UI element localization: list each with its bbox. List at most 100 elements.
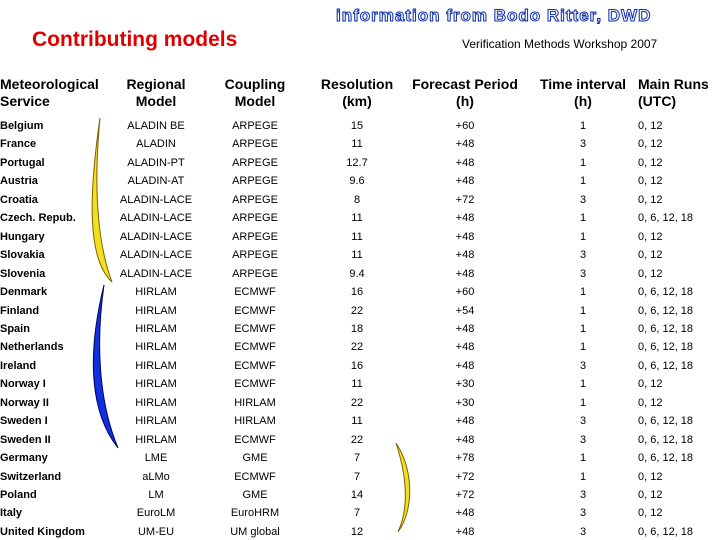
cell: Finland: [0, 304, 40, 317]
cell: GME: [242, 452, 268, 465]
cell: 0, 12: [638, 489, 663, 501]
cell: +30: [455, 378, 475, 391]
column-header: Regional: [126, 76, 186, 92]
cell: HIRLAM: [135, 433, 177, 446]
cell: 0, 12: [638, 267, 663, 280]
cell: 8: [353, 193, 361, 206]
cell: Belgium: [0, 120, 44, 132]
cell: Germany: [0, 452, 48, 465]
cell: +48: [455, 322, 475, 335]
cell: 3: [579, 489, 587, 501]
cell: 1: [579, 452, 587, 465]
cell: 1: [579, 156, 587, 169]
cell: ARPEGE: [232, 212, 278, 225]
cell: HIRLAM: [135, 396, 177, 409]
cell: HIRLAM: [234, 415, 276, 428]
cell: +48: [455, 359, 475, 372]
cell: Slovenia: [0, 267, 46, 280]
cell: 11: [351, 378, 363, 391]
cell: +48: [455, 267, 475, 280]
cell: ARPEGE: [232, 156, 278, 169]
cell: ECMWF: [234, 433, 276, 446]
cell: Czech. Repub.: [0, 212, 76, 225]
cell: Portugal: [0, 156, 45, 169]
cell: 3: [579, 138, 587, 151]
cell: Switzerland: [0, 470, 62, 483]
cell: +72: [455, 193, 475, 206]
cell: 1: [579, 212, 587, 225]
cell: +48: [455, 433, 475, 446]
banner: information from Bodo Ritter, DWD: [335, 6, 652, 26]
cell: 11: [351, 249, 363, 262]
cell: +60: [455, 286, 475, 299]
cell: ECMWF: [234, 322, 276, 335]
cell: 0, 12: [638, 193, 663, 206]
cell: 3: [579, 359, 587, 372]
cell: ARPEGE: [232, 230, 278, 243]
cell: 0, 12: [638, 396, 663, 409]
cell: Spain: [0, 322, 30, 335]
cell: 14: [350, 489, 364, 501]
cell: ECMWF: [234, 304, 276, 317]
cell: ALADIN-LACE: [119, 249, 193, 262]
subtitle: Verification Methods Workshop 2007: [462, 37, 658, 51]
column-header: Model: [135, 93, 177, 109]
aladin-brace: [91, 117, 113, 283]
cell: +48: [455, 156, 475, 169]
cell: Slovakia: [0, 249, 45, 262]
cell: 0, 6, 12, 18: [638, 341, 694, 354]
cell: 3: [579, 267, 587, 280]
cell: 0, 12: [638, 120, 663, 132]
cell: aLMo: [142, 470, 170, 483]
cell: 18: [350, 322, 364, 335]
cell: 3: [579, 249, 587, 262]
cell: ALADIN-LACE: [119, 212, 193, 225]
cell: 0, 12: [638, 138, 663, 151]
column-header: Meteorological: [0, 76, 99, 92]
cell: +72: [455, 470, 475, 483]
cell: +54: [455, 304, 475, 317]
cell: +48: [455, 525, 475, 538]
cell: ECMWF: [234, 378, 276, 391]
column-header: Model: [234, 93, 276, 109]
cell: UM-EU: [137, 525, 175, 538]
cell: ARPEGE: [232, 138, 278, 151]
cell: GME: [242, 489, 268, 501]
cell: 1: [579, 396, 587, 409]
column-header: Service: [0, 93, 50, 109]
cell: 0, 6, 12, 18: [638, 304, 694, 317]
cell: ECMWF: [234, 286, 276, 299]
column-header: Forecast Period: [412, 76, 518, 92]
cell: HIRLAM: [234, 396, 276, 409]
cell: 11: [351, 138, 363, 151]
cell: 0, 6, 12, 18: [638, 415, 694, 428]
cell: ARPEGE: [232, 175, 278, 188]
cell: HIRLAM: [135, 286, 177, 299]
cell: ARPEGE: [232, 249, 278, 262]
cell: 7: [353, 452, 361, 465]
cell: Hungary: [0, 230, 45, 243]
cell: LME: [144, 452, 168, 465]
title: Contributing models: [32, 28, 238, 51]
cell: 3: [579, 415, 587, 428]
cell: 0, 6, 12, 18: [638, 359, 694, 372]
cell: +48: [455, 212, 475, 225]
cell: Sweden II: [0, 433, 51, 446]
cell: 22: [350, 341, 364, 354]
cell: 1: [579, 322, 587, 335]
cell: HIRLAM: [135, 359, 177, 372]
cell: 0, 6, 12, 18: [638, 452, 694, 465]
cell: 1: [579, 378, 587, 391]
cell: ECMWF: [234, 359, 276, 372]
column-header: (km): [342, 93, 372, 109]
cell: 11: [351, 230, 363, 243]
cell: 22: [350, 396, 364, 409]
cell: 1: [579, 230, 587, 243]
cell: ARPEGE: [232, 193, 278, 206]
cell: 0, 6, 12, 18: [638, 525, 694, 538]
cell: 11: [351, 212, 363, 225]
cell: HIRLAM: [135, 341, 177, 354]
cell: HIRLAM: [135, 304, 177, 317]
cell: 1: [579, 304, 587, 317]
cell: ALADIN-AT: [127, 175, 185, 188]
